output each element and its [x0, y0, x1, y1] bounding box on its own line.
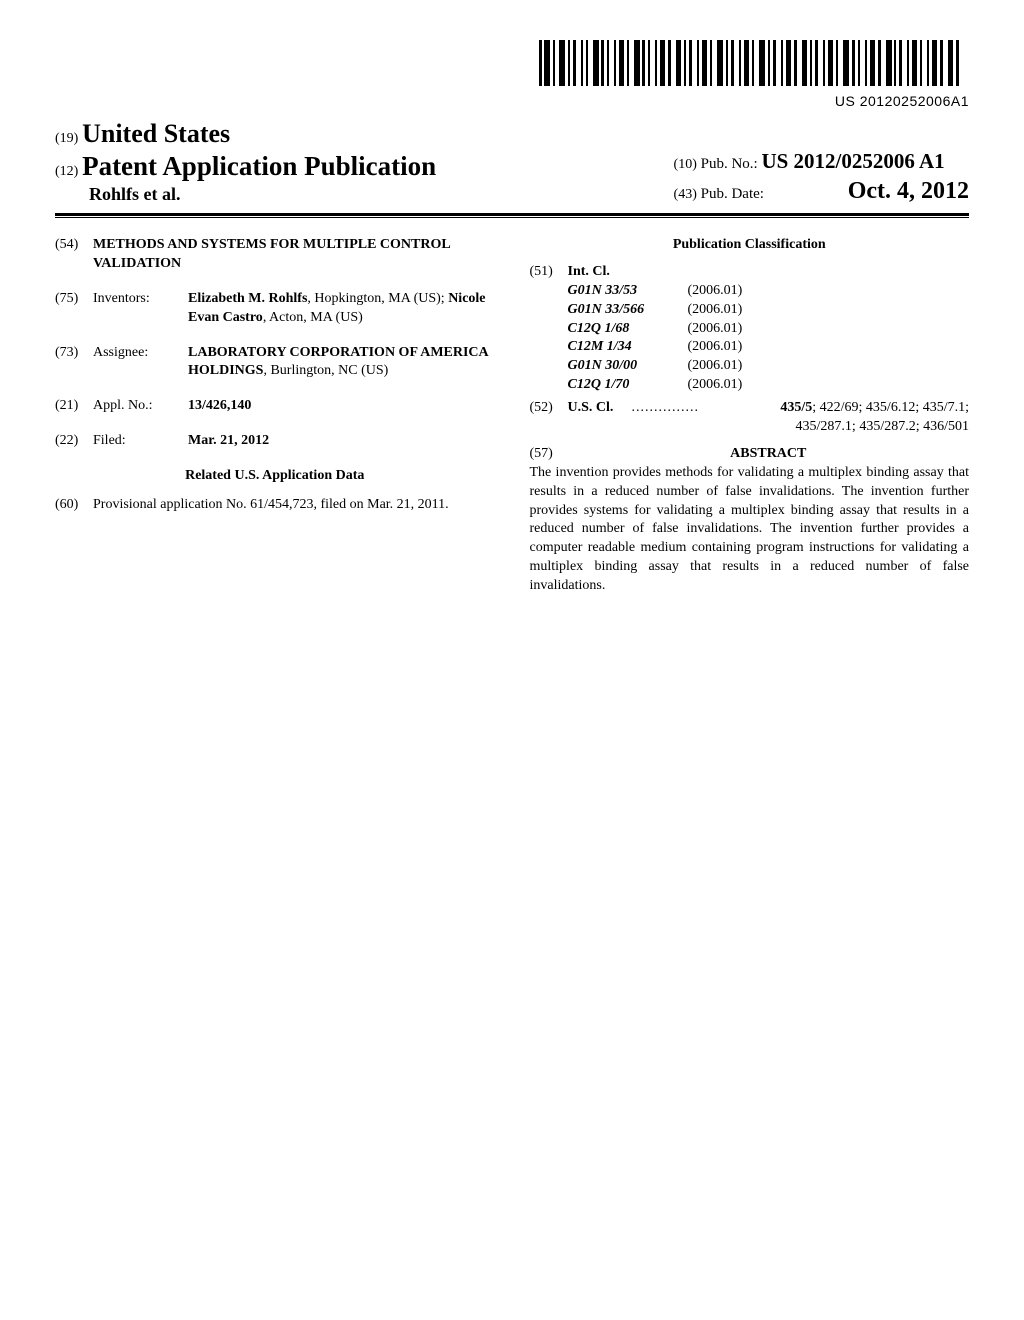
intcl-year: (2006.01)	[688, 357, 743, 376]
intcl-year: (2006.01)	[688, 376, 743, 395]
inventors-label: Inventors:	[93, 290, 188, 328]
abstract-heading-row: (57) ABSTRACT	[530, 445, 970, 464]
intcl-year: (2006.01)	[688, 320, 743, 339]
intcl-year: (2006.01)	[688, 301, 743, 320]
assignee-value: LABORATORY CORPORATION OF AMERICA HOLDIN…	[188, 344, 495, 382]
applno-value: 13/426,140	[188, 397, 495, 416]
abstract-heading: ABSTRACT	[568, 445, 970, 464]
prov-num: (60)	[55, 496, 93, 515]
authors-line: Rohlfs et al.	[89, 184, 436, 205]
uscl-row: (52) U.S. Cl. ............... 435/5; 422…	[530, 399, 970, 418]
pubdate-label: Pub. Date:	[701, 186, 764, 202]
uscl-dots: ...............	[632, 399, 700, 418]
intcl-num: (51)	[530, 263, 568, 282]
country-line: (19) United States	[55, 119, 436, 149]
inventor-1-name: Elizabeth M. Rohlfs	[188, 291, 307, 306]
intcl-item: G01N 33/53(2006.01)	[568, 282, 970, 301]
pubno-num: (10)	[674, 157, 697, 172]
pubdate-value: Oct. 4, 2012	[848, 178, 969, 204]
intcl-code: G01N 33/566	[568, 301, 688, 320]
prov-value: Provisional application No. 61/454,723, …	[93, 496, 495, 515]
inventors-value: Elizabeth M. Rohlfs, Hopkington, MA (US)…	[188, 290, 495, 328]
title-row: (54) METHODS AND SYSTEMS FOR MULTIPLE CO…	[55, 236, 495, 274]
barcode-image	[539, 40, 959, 86]
country-name: United States	[82, 119, 230, 148]
uscl-label: U.S. Cl.	[568, 399, 628, 418]
assignee-label: Assignee:	[93, 344, 188, 382]
uscl-codes: 435/5; 422/69; 435/6.12; 435/7.1;	[703, 399, 969, 418]
header-row: (19) United States (12) Patent Applicati…	[55, 119, 969, 205]
filed-label: Filed:	[93, 432, 188, 451]
intcl-row: (51) Int. Cl.	[530, 263, 970, 282]
uscl-first: 435/5	[780, 400, 812, 415]
pub-title: Patent Application Publication	[82, 151, 436, 181]
divider-thick	[55, 213, 969, 216]
divider-thin	[55, 217, 969, 218]
intcl-year: (2006.01)	[688, 338, 743, 357]
class-heading: Publication Classification	[530, 236, 970, 255]
assignee-loc: , Burlington, NC (US)	[263, 363, 388, 378]
header-right: (10) Pub. No.: US 2012/0252006 A1 (43) P…	[674, 149, 969, 205]
pubdate-num: (43)	[674, 187, 697, 202]
assignee-row: (73) Assignee: LABORATORY CORPORATION OF…	[55, 344, 495, 382]
intcl-year: (2006.01)	[688, 282, 743, 301]
intcl-code: C12Q 1/68	[568, 320, 688, 339]
intcl-item: C12Q 1/70(2006.01)	[568, 376, 970, 395]
filed-num: (22)	[55, 432, 93, 451]
pub-num: (12)	[55, 164, 78, 179]
intcl-code: G01N 33/53	[568, 282, 688, 301]
columns: (54) METHODS AND SYSTEMS FOR MULTIPLE CO…	[55, 236, 969, 596]
intcl-code: C12M 1/34	[568, 338, 688, 357]
intcl-item: C12M 1/34(2006.01)	[568, 338, 970, 357]
applno-num: (21)	[55, 397, 93, 416]
inventor-1-loc: , Hopkington, MA (US);	[307, 291, 448, 306]
filed-row: (22) Filed: Mar. 21, 2012	[55, 432, 495, 451]
abstract-text: The invention provides methods for valid…	[530, 464, 970, 596]
title-num: (54)	[55, 236, 93, 274]
intcl-item: C12Q 1/68(2006.01)	[568, 320, 970, 339]
applno-row: (21) Appl. No.: 13/426,140	[55, 397, 495, 416]
pubno-value: US 2012/0252006 A1	[761, 149, 944, 173]
pub-line: (12) Patent Application Publication	[55, 151, 436, 182]
inventors-row: (75) Inventors: Elizabeth M. Rohlfs, Hop…	[55, 290, 495, 328]
inventor-2-loc: , Acton, MA (US)	[263, 310, 363, 325]
pub-no-line: (10) Pub. No.: US 2012/0252006 A1	[674, 149, 969, 174]
intcl-item: G01N 30/00(2006.01)	[568, 357, 970, 376]
pubno-label: Pub. No.:	[701, 156, 758, 172]
assignee-num: (73)	[55, 344, 93, 382]
left-column: (54) METHODS AND SYSTEMS FOR MULTIPLE CO…	[55, 236, 495, 596]
pub-date-line: (43) Pub. Date: Oct. 4, 2012	[674, 178, 969, 205]
provisional-row: (60) Provisional application No. 61/454,…	[55, 496, 495, 515]
related-heading: Related U.S. Application Data	[55, 467, 495, 486]
filed-value: Mar. 21, 2012	[188, 432, 495, 451]
uscl-rest-1: ; 422/69; 435/6.12; 435/7.1;	[812, 400, 969, 415]
uscl-num: (52)	[530, 399, 568, 418]
abstract-num: (57)	[530, 445, 568, 464]
intcl-code: C12Q 1/70	[568, 376, 688, 395]
barcode-section: US 20120252006A1	[55, 40, 969, 109]
header-left: (19) United States (12) Patent Applicati…	[55, 119, 436, 205]
intcl-list: G01N 33/53(2006.01)G01N 33/566(2006.01)C…	[530, 282, 970, 395]
inventors-num: (75)	[55, 290, 93, 328]
uscl-cont: 435/287.1; 435/287.2; 436/501	[530, 418, 970, 437]
right-column: Publication Classification (51) Int. Cl.…	[530, 236, 970, 596]
applno-label: Appl. No.:	[93, 397, 188, 416]
intcl-item: G01N 33/566(2006.01)	[568, 301, 970, 320]
barcode-text: US 20120252006A1	[55, 93, 969, 109]
country-num: (19)	[55, 131, 78, 146]
intcl-code: G01N 30/00	[568, 357, 688, 376]
intcl-label: Int. Cl.	[568, 263, 663, 282]
title-value: METHODS AND SYSTEMS FOR MULTIPLE CONTROL…	[93, 236, 495, 274]
